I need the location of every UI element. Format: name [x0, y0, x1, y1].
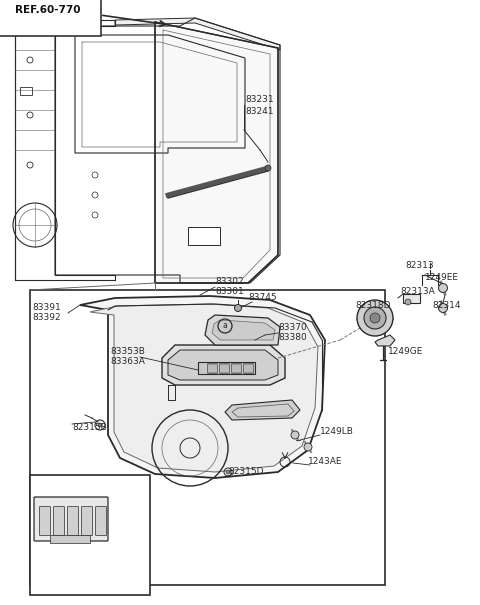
- Polygon shape: [168, 350, 278, 380]
- Polygon shape: [205, 315, 280, 345]
- Text: 1249EE: 1249EE: [425, 273, 459, 283]
- Text: a: a: [42, 480, 48, 489]
- Text: 83231: 83231: [245, 96, 274, 105]
- FancyBboxPatch shape: [219, 364, 229, 373]
- FancyBboxPatch shape: [96, 506, 107, 535]
- FancyBboxPatch shape: [188, 227, 220, 245]
- FancyBboxPatch shape: [53, 506, 64, 535]
- Polygon shape: [403, 294, 420, 303]
- FancyBboxPatch shape: [30, 290, 385, 585]
- Text: 83392: 83392: [32, 313, 60, 322]
- Text: 83745: 83745: [248, 293, 276, 302]
- Polygon shape: [212, 320, 275, 340]
- Polygon shape: [225, 400, 300, 420]
- Text: 82313: 82313: [405, 261, 433, 269]
- FancyBboxPatch shape: [20, 87, 32, 95]
- Text: 1249GE: 1249GE: [388, 347, 423, 356]
- Circle shape: [439, 284, 447, 292]
- Polygon shape: [115, 18, 280, 50]
- Text: 83391: 83391: [32, 304, 61, 313]
- FancyBboxPatch shape: [34, 497, 108, 541]
- Polygon shape: [162, 345, 285, 385]
- Circle shape: [357, 300, 393, 336]
- Polygon shape: [90, 304, 318, 472]
- Text: 83353B: 83353B: [110, 347, 145, 356]
- Circle shape: [265, 165, 271, 171]
- Circle shape: [304, 443, 312, 451]
- Text: 82314: 82314: [432, 301, 460, 310]
- FancyBboxPatch shape: [39, 506, 50, 535]
- Text: 83363A: 83363A: [110, 358, 145, 367]
- Text: 1243AE: 1243AE: [308, 457, 343, 466]
- Text: REF.60-770: REF.60-770: [15, 5, 81, 15]
- Text: 82318D: 82318D: [355, 301, 391, 310]
- Text: 82313A: 82313A: [400, 287, 435, 296]
- Polygon shape: [375, 335, 395, 346]
- Circle shape: [364, 307, 386, 329]
- Text: 83370: 83370: [278, 324, 307, 333]
- Text: 82315D: 82315D: [228, 468, 264, 477]
- FancyBboxPatch shape: [231, 364, 241, 373]
- FancyBboxPatch shape: [82, 506, 93, 535]
- Text: 83241: 83241: [245, 106, 274, 116]
- Polygon shape: [198, 362, 255, 374]
- FancyBboxPatch shape: [50, 535, 90, 543]
- FancyBboxPatch shape: [243, 364, 253, 373]
- Circle shape: [235, 304, 241, 312]
- FancyBboxPatch shape: [30, 475, 150, 595]
- Text: 93580A: 93580A: [56, 479, 94, 489]
- Circle shape: [405, 299, 411, 305]
- Text: 82315B: 82315B: [72, 424, 107, 433]
- Polygon shape: [80, 296, 325, 478]
- FancyBboxPatch shape: [68, 506, 79, 535]
- Polygon shape: [155, 22, 278, 283]
- FancyBboxPatch shape: [207, 364, 217, 373]
- Circle shape: [291, 431, 299, 439]
- Text: a: a: [223, 321, 228, 330]
- Text: 83302: 83302: [215, 278, 244, 287]
- Circle shape: [439, 304, 447, 313]
- Text: 83380: 83380: [278, 333, 307, 342]
- Text: 83301: 83301: [215, 287, 244, 296]
- Circle shape: [98, 423, 102, 427]
- Circle shape: [226, 470, 230, 474]
- Text: 1249LB: 1249LB: [320, 428, 354, 436]
- Circle shape: [370, 313, 380, 323]
